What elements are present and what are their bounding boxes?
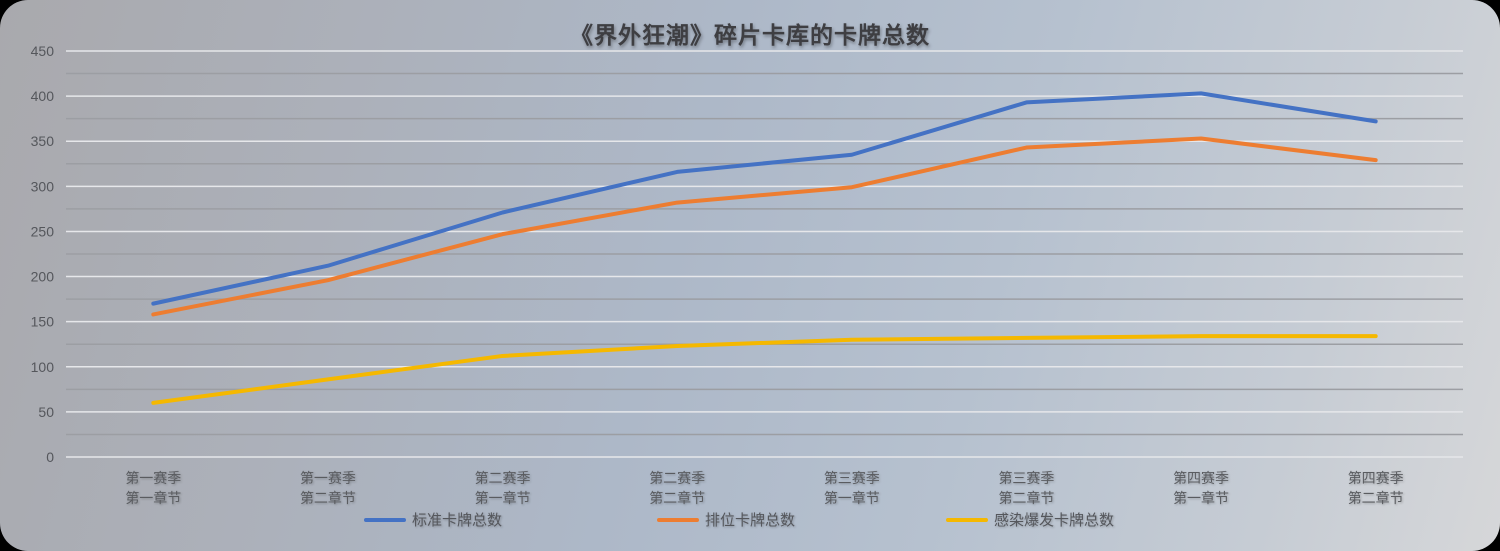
legend-swatch	[657, 517, 699, 522]
y-tick-label: 450	[31, 43, 55, 59]
y-tick-label: 350	[31, 133, 55, 149]
legend-label: 排位卡牌总数	[705, 511, 796, 529]
legend-swatch	[364, 517, 406, 522]
x-category-label: 第二赛季 第一章节	[474, 471, 531, 507]
legend-item[interactable]: 排位卡牌总数	[657, 509, 795, 530]
y-tick-label: 100	[31, 359, 55, 375]
y-tick-label: 200	[31, 269, 55, 285]
series-line	[151, 334, 1378, 405]
series-line	[151, 136, 1378, 317]
x-category-label: 第一赛季 第二章节	[299, 471, 356, 507]
legend-label: 感染爆发卡牌总数	[994, 511, 1115, 529]
x-category-label: 第三赛季 第一章节	[823, 471, 880, 507]
legend-label: 标准卡牌总数	[412, 511, 503, 529]
legend-swatch	[946, 517, 988, 522]
x-category-label: 第四赛季 第一章节	[1173, 471, 1230, 507]
y-tick-label: 0	[46, 449, 54, 465]
legend-item[interactable]: 感染爆发卡牌总数	[946, 509, 1114, 530]
legend-item[interactable]: 标准卡牌总数	[364, 509, 502, 530]
y-tick-label: 50	[38, 404, 54, 420]
y-tick-label: 150	[31, 314, 55, 330]
chart-title: 《界外狂潮》碎片卡库的卡牌总数	[570, 22, 930, 49]
y-tick-label: 250	[31, 223, 55, 239]
series-line	[151, 91, 1378, 306]
y-tick-label: 400	[31, 88, 55, 104]
x-category-label: 第一赛季 第一章节	[125, 471, 182, 507]
x-category-label: 第四赛季 第二章节	[1347, 471, 1404, 507]
x-category-label: 第二赛季 第二章节	[649, 471, 706, 507]
y-tick-label: 300	[31, 178, 55, 194]
x-category-label: 第三赛季 第二章节	[998, 471, 1055, 507]
